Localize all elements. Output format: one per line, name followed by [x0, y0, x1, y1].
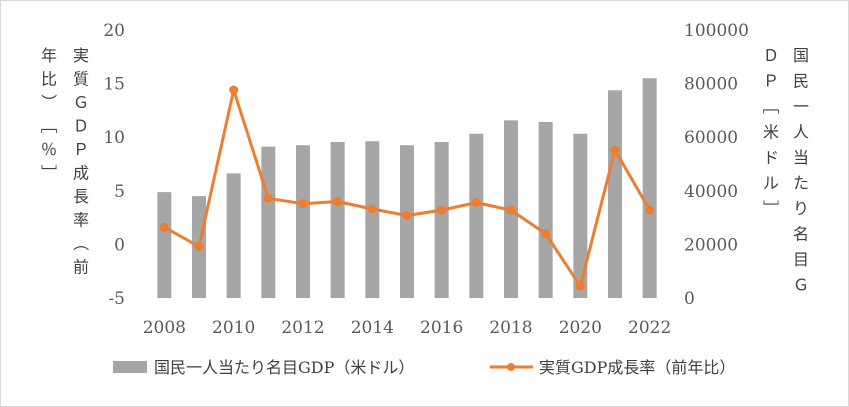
legend-bar-swatch — [113, 361, 147, 373]
right-tick-label: 80000 — [684, 75, 738, 95]
right-tick-label: 0 — [684, 289, 695, 309]
x-tick-label: 2014 — [351, 318, 394, 338]
right-tick-label: 100000 — [684, 21, 749, 41]
point-2010 — [229, 85, 239, 95]
point-2022 — [645, 205, 655, 215]
bar-2016 — [434, 142, 449, 298]
point-2019 — [541, 229, 551, 239]
point-2009 — [194, 242, 204, 252]
axis-label-char: り — [793, 199, 809, 218]
line-series-growth-rate — [159, 85, 655, 291]
right-axis-label: 国民一人当たり名目Ｇ ＤＰ ［ 米ドル ］ — [761, 46, 809, 295]
x-tick-label: 2016 — [420, 318, 463, 338]
left-tick-label: 10 — [103, 128, 125, 148]
axis-label-char: 長 — [73, 187, 89, 206]
x-axis-ticks: 2008 2010 2012 2014 2016 2018 2020 2022 — [143, 318, 672, 338]
axis-label-char: Ｐ — [763, 72, 779, 91]
x-tick-label: 2020 — [559, 318, 602, 338]
left-tick-label: 5 — [114, 182, 125, 202]
axis-label-char: 率 — [73, 211, 89, 230]
legend-line-marker — [507, 363, 515, 371]
point-2021 — [610, 145, 620, 155]
x-tick-label: 2018 — [489, 318, 532, 338]
point-2015 — [402, 210, 412, 220]
axis-label-char: ル — [763, 174, 779, 193]
right-tick-label: 60000 — [684, 128, 738, 148]
axis-label-char: ［ — [761, 98, 780, 114]
bar-2020 — [573, 133, 588, 298]
point-2020 — [575, 281, 585, 291]
bar-2010 — [226, 173, 241, 298]
x-tick-label: 2010 — [212, 318, 255, 338]
axis-label-char: Ｄ — [73, 117, 89, 136]
left-tick-label: 0 — [114, 235, 125, 255]
bar-2021 — [608, 90, 622, 298]
left-axis-label: 実質ＧＤＰ成長率 （ 前 年比 ） ［ ％ ］ — [39, 46, 90, 277]
axis-label-char: Ｐ — [73, 140, 89, 159]
axis-label-char: 実 — [73, 46, 89, 65]
legend: 国民一人当たり名目GDP（米ドル） 実質GDP成長率（前年比） — [113, 358, 735, 377]
point-2018 — [506, 205, 516, 215]
axis-label-char: 一 — [793, 97, 809, 116]
axis-label-char: 民 — [793, 72, 809, 91]
axis-label-char: 質 — [73, 70, 89, 89]
axis-label-char: 比 — [41, 70, 57, 89]
axis-label-char: 国 — [793, 46, 809, 65]
left-tick-label: 20 — [103, 21, 125, 41]
bar-series-gdp-per-capita — [157, 78, 657, 299]
bar-2019 — [538, 121, 553, 298]
point-2017 — [471, 198, 481, 208]
bar-2008 — [157, 192, 172, 298]
bar-2022 — [642, 78, 657, 299]
bar-2012 — [296, 145, 310, 298]
axis-label-char: 目 — [793, 250, 809, 269]
axis-label-char: 前 — [73, 258, 89, 277]
bar-2017 — [469, 133, 484, 298]
x-tick-label: 2008 — [143, 318, 186, 338]
right-axis-ticks: 100000 80000 60000 40000 20000 0 — [684, 21, 749, 309]
point-2014 — [367, 204, 377, 214]
axis-label-char: ］ — [761, 200, 780, 216]
point-2013 — [333, 197, 343, 207]
legend-line-label: 実質GDP成長率（前年比） — [539, 358, 735, 377]
axis-label-char: 当 — [793, 148, 809, 167]
bar-2015 — [400, 145, 414, 298]
x-tick-label: 2022 — [628, 318, 671, 338]
right-tick-label: 40000 — [684, 182, 738, 202]
point-2008 — [159, 222, 169, 232]
left-axis-ticks: 20 15 10 5 0 -5 — [103, 21, 125, 309]
axis-label-char: 人 — [793, 123, 809, 142]
axis-label-char: Ｇ — [73, 93, 89, 112]
point-2011 — [263, 193, 273, 203]
axis-label-char: 成 — [73, 164, 89, 183]
axis-label-char: ［ — [39, 117, 58, 133]
bar-2011 — [261, 146, 276, 298]
point-2016 — [437, 205, 447, 215]
axis-label-char: た — [793, 174, 809, 193]
x-tick-label: 2012 — [281, 318, 324, 338]
axis-label-char: ％ — [41, 140, 57, 159]
axis-label-char: 米 — [763, 123, 779, 142]
bar-2013 — [330, 142, 345, 298]
left-tick-label: 15 — [103, 75, 125, 95]
legend-bar-label: 国民一人当たり名目GDP（米ドル） — [154, 358, 414, 377]
axis-label-char: Ｇ — [793, 276, 809, 295]
right-tick-label: 20000 — [684, 235, 738, 255]
axis-label-char: 年 — [41, 46, 57, 65]
axis-label-char: ］ — [39, 164, 58, 180]
axis-label-char: 名 — [793, 225, 809, 244]
axis-label-char: Ｄ — [763, 46, 779, 65]
axis-label-char: ） — [39, 94, 58, 110]
point-2012 — [298, 199, 308, 209]
bar-2014 — [365, 141, 380, 298]
axis-label-char: （ — [71, 235, 90, 251]
axis-label-char: ド — [763, 148, 779, 167]
left-tick-label: -5 — [108, 289, 125, 309]
